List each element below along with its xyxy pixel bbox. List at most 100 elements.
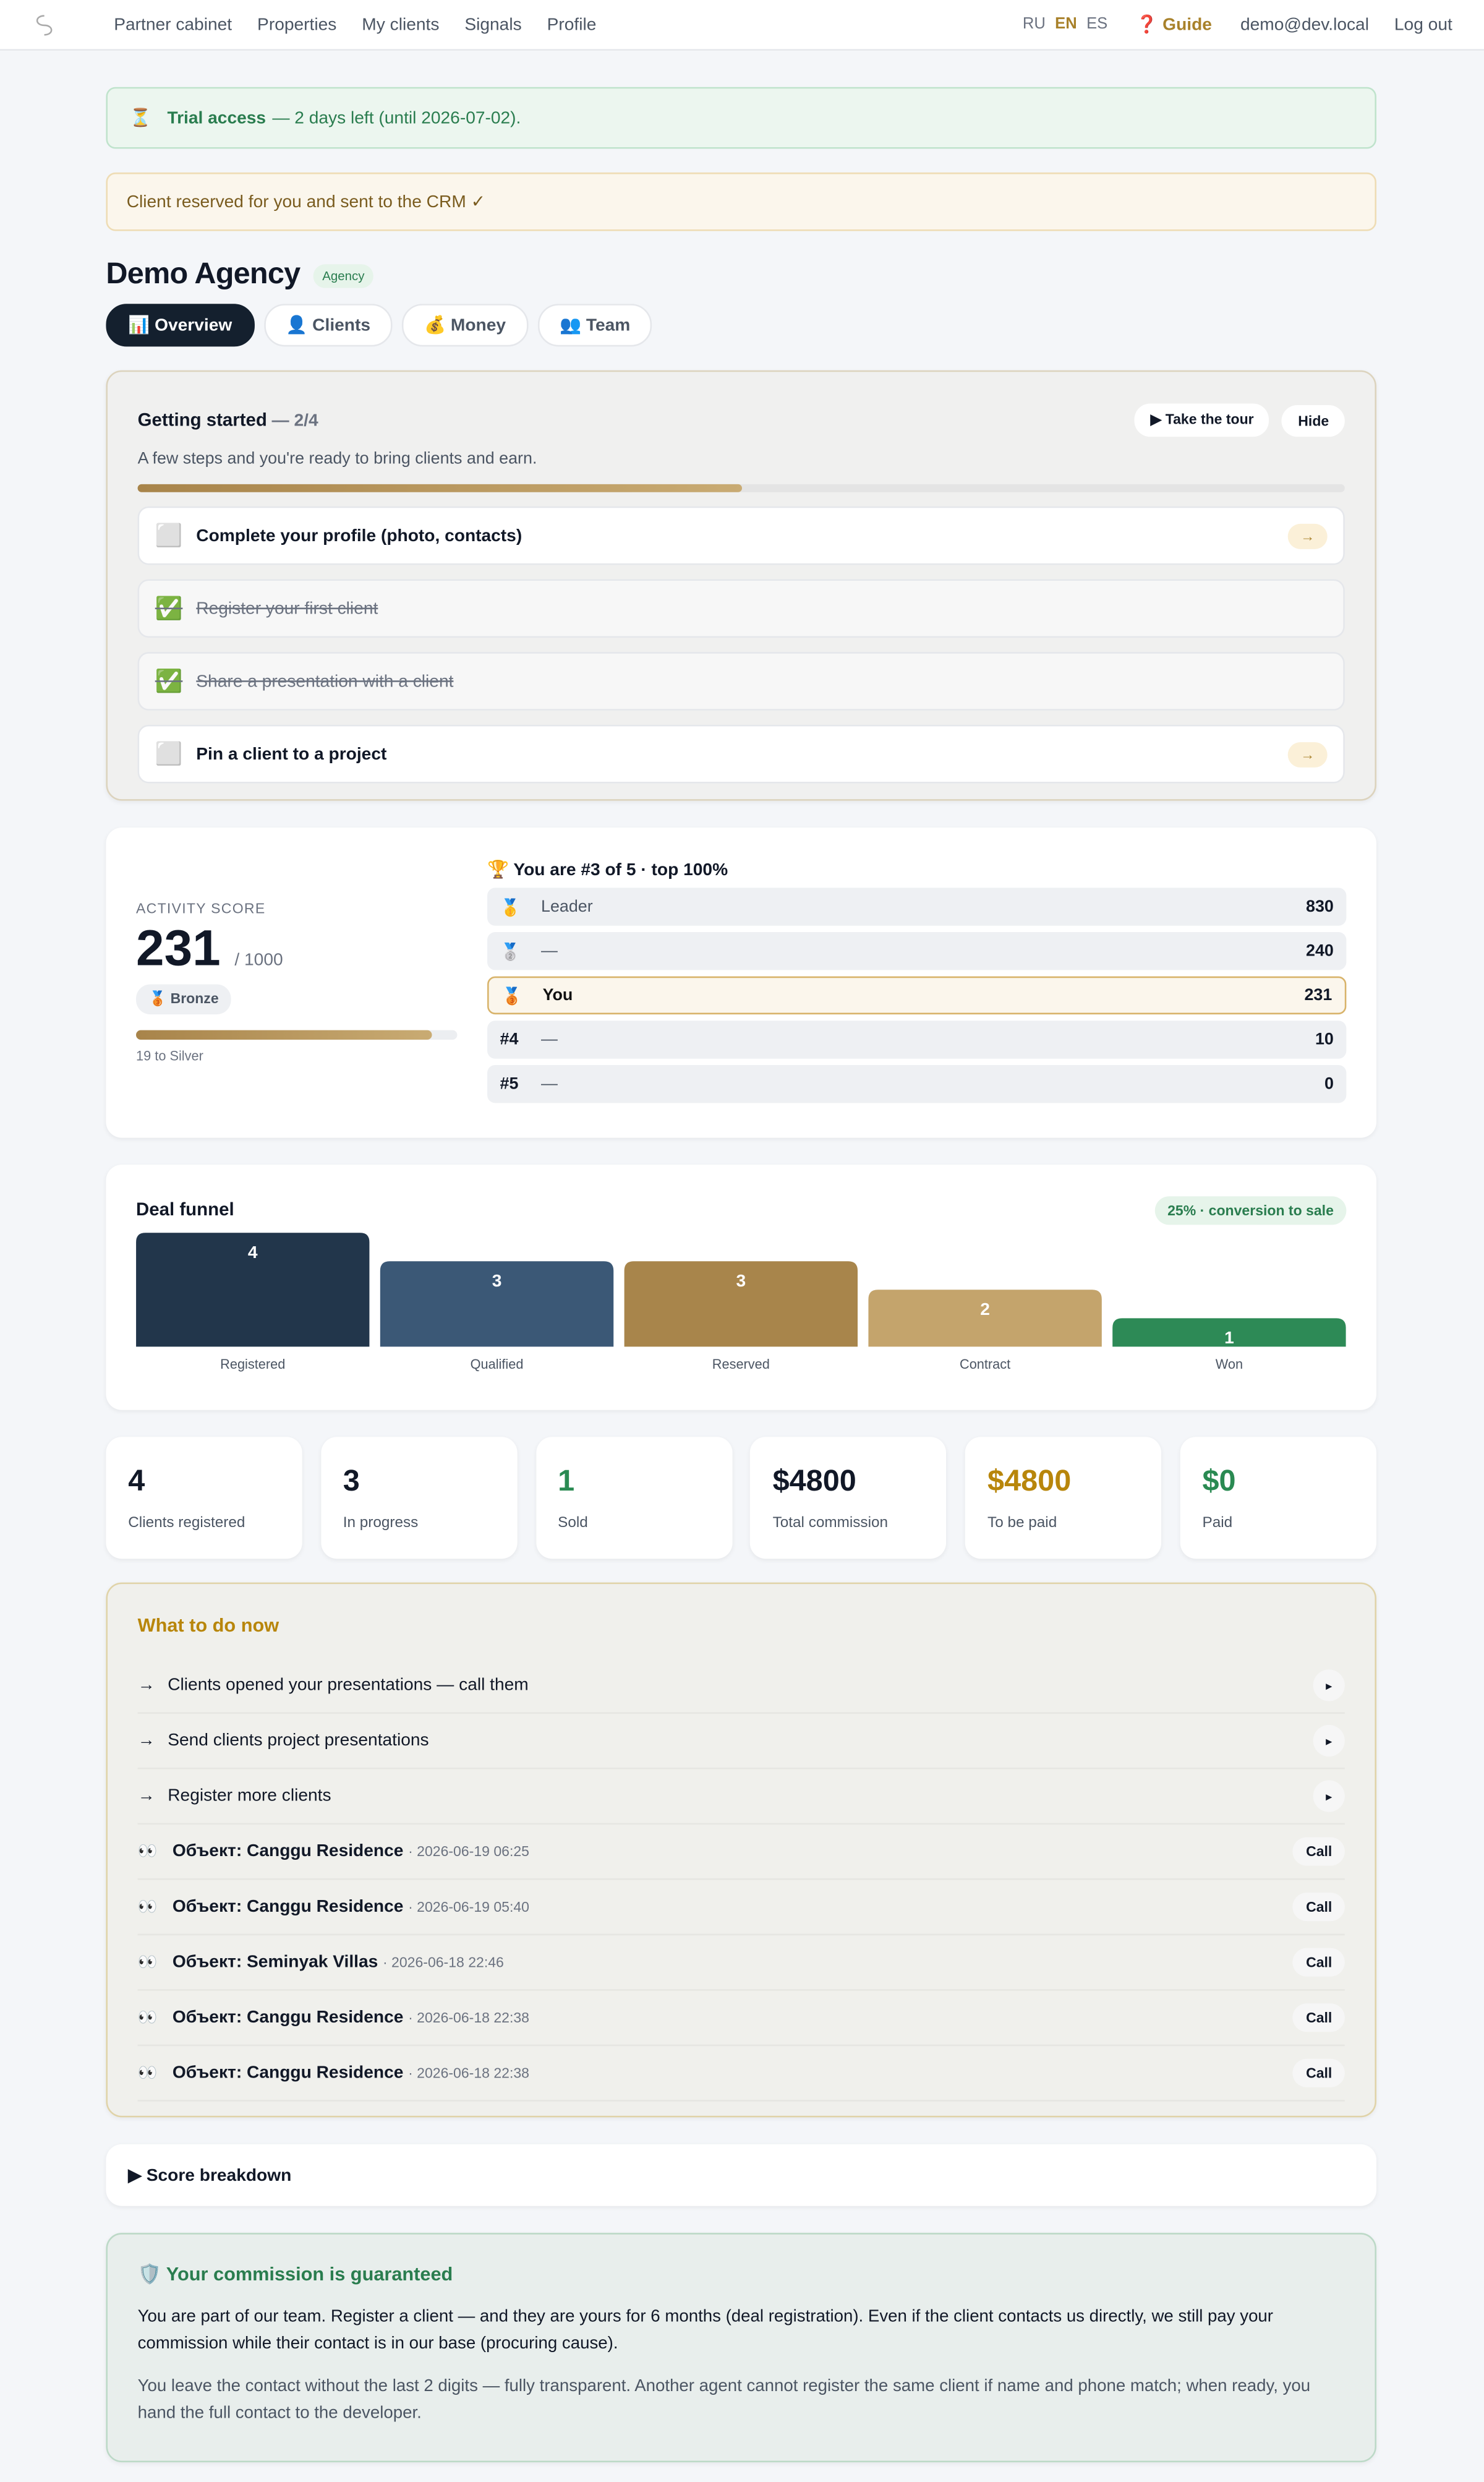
step[interactable]: ⬜ Pin a client to a project →: [137, 724, 1345, 784]
tab[interactable]: 💰 Money: [402, 304, 528, 347]
eye-icon: 👀: [137, 1842, 158, 1860]
todo-title: What to do now: [137, 1614, 279, 1637]
event-time: · 2026-06-18 22:38: [408, 2009, 529, 2026]
stat-label: In progress: [343, 1514, 419, 1532]
event-title: Объект: Canggu Residence: [172, 1842, 404, 1861]
stat-value: 3: [343, 1465, 360, 1499]
content: ⏳ Trial access — 2 days left (until 2026-0…: [106, 51, 1376, 2463]
activity-card: ACTIVITY SCORE 231 / 1000 🥉 Bronze 19 to…: [106, 828, 1376, 1138]
nav-link[interactable]: My clients: [362, 15, 440, 35]
stat-value: $0: [1202, 1465, 1236, 1499]
step-icon: ✅: [155, 667, 183, 693]
stat-label: To be paid: [987, 1514, 1057, 1532]
getting-started: Getting started — 2/4 ▶ Take the tour Hide …: [106, 370, 1376, 801]
step: ✅ Share a presentation with a client: [137, 652, 1345, 711]
guide-link[interactable]: ❓ Guide: [1136, 15, 1212, 35]
event-title: Объект: Canggu Residence: [172, 2008, 404, 2027]
score: 0: [1324, 1074, 1334, 1093]
event-time: · 2026-06-19 06:25: [408, 1843, 529, 1860]
call-button[interactable]: Call: [1293, 1837, 1345, 1866]
step-action[interactable]: →: [1287, 741, 1328, 767]
funnel-chart: 4 Registered 3 Qualified 3 Reserved 2 Contract 1…: [136, 1233, 1346, 1372]
stat-value: $4800: [772, 1465, 856, 1499]
bar-value: 4: [248, 1243, 258, 1262]
tab[interactable]: 👥 Team: [537, 304, 653, 347]
play-button[interactable]: ▸: [1313, 1780, 1345, 1812]
name: —: [541, 1074, 558, 1093]
todo-action[interactable]: → Send clients project presentations ▸: [137, 1714, 1345, 1769]
hide-button[interactable]: Hide: [1282, 404, 1345, 436]
tab[interactable]: 📊 Overview: [106, 304, 255, 347]
guarantee-card: 🛡️ Your commission is guaranteed You are…: [106, 2233, 1376, 2463]
call-button[interactable]: Call: [1293, 2058, 1345, 2087]
gs-subtitle: A few steps and you're ready to bring cl…: [137, 449, 537, 469]
funnel-card: Deal funnel 25% · conversion to sale 4 Reg…: [106, 1165, 1376, 1410]
stat-card: $4800 Total commission: [750, 1437, 947, 1559]
rank: 🥉: [501, 986, 522, 1006]
gs-title: Getting started: [137, 410, 267, 430]
tab[interactable]: 👤 Clients: [263, 304, 393, 347]
bar-value: 3: [736, 1271, 746, 1290]
arrow: →: [137, 1731, 155, 1750]
rank: #5: [500, 1074, 519, 1093]
stat-label: Total commission: [772, 1514, 889, 1532]
logo[interactable]: [32, 11, 98, 39]
tabs: 📊 Overview 👤 Clients 💰 Money 👥 Team: [106, 304, 1376, 347]
play-button[interactable]: ▸: [1313, 1724, 1345, 1757]
rank: #4: [500, 1030, 519, 1050]
nav-link[interactable]: Signals: [464, 15, 522, 35]
stat-label: Paid: [1202, 1514, 1233, 1532]
step-icon: ⬜: [155, 522, 183, 548]
user-email[interactable]: demo@dev.local: [1240, 15, 1369, 35]
leaderboard-row: 🥇 Leader 830: [487, 888, 1347, 926]
call-button[interactable]: Call: [1293, 2003, 1345, 2032]
nav-link[interactable]: Partner cabinet: [114, 15, 232, 35]
stat-value: 4: [128, 1465, 145, 1499]
call-button[interactable]: Call: [1293, 1948, 1345, 1977]
todo-action[interactable]: → Clients opened your presentations — cal…: [137, 1658, 1345, 1714]
stage-label: Registered: [220, 1356, 285, 1372]
tour-button[interactable]: ▶ Take the tour: [1135, 403, 1270, 437]
score-breakdown[interactable]: ▶ Score breakdown: [106, 2144, 1376, 2206]
eye-icon: 👀: [137, 1953, 158, 1971]
play-button[interactable]: ▸: [1313, 1669, 1345, 1701]
leaderboard-row: 🥈 — 240: [487, 932, 1347, 970]
notice: Client reserved for you and sent to the …: [106, 172, 1376, 231]
todo-event: 👀 Объект: Canggu Residence · 2026-06-19 06…: [137, 1825, 1345, 1880]
leaderboard-row: #4 — 10: [487, 1021, 1347, 1059]
call-button[interactable]: Call: [1293, 1893, 1345, 1922]
funnel-bar: [868, 1290, 1102, 1347]
leaderboard-row: 🥉 You 231: [487, 976, 1347, 1015]
name: Leader: [541, 897, 593, 917]
trial-text: — 2 days left (until 2026-07-02).: [272, 108, 521, 127]
score: 231: [1304, 986, 1333, 1005]
lang-option[interactable]: ES: [1086, 15, 1108, 33]
stage-label: Contract: [960, 1356, 1010, 1372]
todo-event: 👀 Объект: Canggu Residence · 2026-06-19 05…: [137, 1880, 1345, 1936]
step-action[interactable]: →: [1287, 523, 1328, 549]
step-icon: ✅: [155, 595, 183, 620]
step[interactable]: ⬜ Complete your profile (photo, contacts)…: [137, 506, 1345, 565]
stat-value: $4800: [987, 1465, 1072, 1499]
step-label: Register your first client: [196, 599, 378, 618]
score: 240: [1306, 941, 1334, 961]
leaderboard-row: #5 — 0: [487, 1064, 1347, 1103]
guarantee-text: You are part of our team. Register a cli…: [137, 2307, 1273, 2353]
gs-progress: — 2/4: [271, 410, 318, 430]
stat-card: $4800 To be paid: [965, 1437, 1162, 1559]
stat-label: Sold: [558, 1514, 588, 1532]
stat-card: 3 In progress: [320, 1437, 518, 1559]
nav-link[interactable]: Profile: [547, 15, 597, 35]
nav-link[interactable]: Properties: [257, 15, 337, 35]
stage-label: Qualified: [471, 1356, 524, 1372]
funnel-badge: 25% · conversion to sale: [1154, 1196, 1347, 1225]
gs-progress-bar: [137, 484, 1345, 492]
event-time: · 2026-06-18 22:38: [408, 2065, 529, 2081]
lang-option[interactable]: RU: [1022, 15, 1046, 33]
todo-action[interactable]: → Register more clients ▸: [137, 1769, 1345, 1825]
guarantee-note: You leave the contact without the last 2…: [137, 2377, 1311, 2423]
logout[interactable]: Log out: [1394, 15, 1452, 35]
lang-option[interactable]: EN: [1055, 15, 1077, 33]
todo-event: 👀 Объект: Seminyak Villas · 2026-06-18 22:…: [137, 1935, 1345, 1991]
